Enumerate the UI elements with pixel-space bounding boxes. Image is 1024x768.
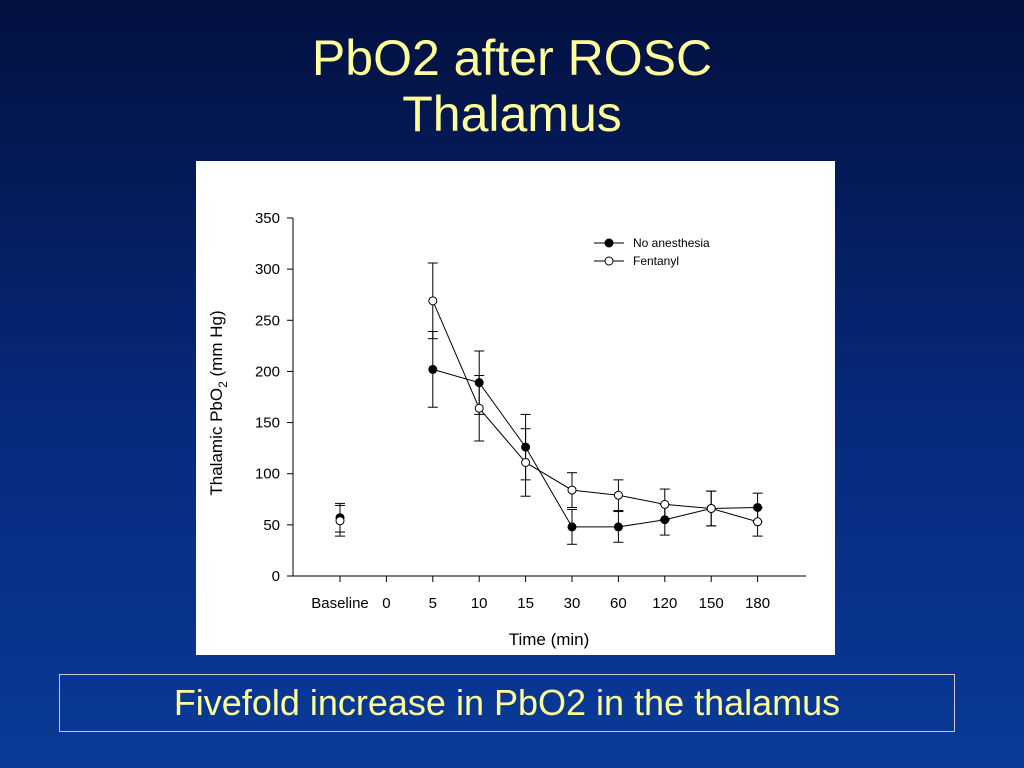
series-fentanyl	[335, 262, 763, 537]
x-tick-label: 15	[517, 595, 534, 612]
x-tick-label: 30	[564, 595, 581, 612]
x-tick-label: 60	[610, 595, 627, 612]
line-chart: 0 50 100 150 200 250 300 350 Baseline 0 5 10 15 30 60 1…	[207, 210, 806, 649]
x-axis-label: Time (min)	[509, 630, 590, 649]
data-point	[753, 517, 763, 527]
y-tick-label: 50	[263, 517, 280, 534]
y-tick-label: 200	[255, 363, 280, 380]
data-point	[428, 296, 438, 306]
series-line	[432, 368, 758, 528]
y-tick-label: 250	[255, 312, 280, 329]
series-line	[432, 300, 758, 523]
y-tick-label: 300	[255, 261, 280, 278]
axes: 0 50 100 150 200 250 300 350 Baseline 0 5 10 15 30 60 1…	[255, 210, 806, 612]
data-point	[660, 499, 670, 509]
slide-title-line-1: PbO2 after ROSC	[311, 30, 713, 86]
caption-box: Fivefold increase in PbO2 in the thalamu…	[59, 674, 955, 732]
legend-marker	[604, 238, 614, 248]
y-axis-label-subscript: 2	[216, 381, 230, 388]
x-tick-label: 10	[471, 595, 488, 612]
data-point	[567, 485, 577, 495]
x-tick-label: 150	[699, 595, 724, 612]
legend-marker	[604, 256, 614, 266]
y-axis-label: Thalamic PbO2 (mm Hg)	[207, 310, 230, 495]
x-tick-label: 120	[652, 595, 677, 612]
data-point	[474, 403, 484, 413]
y-axis-label-main: Thalamic PbO	[207, 388, 226, 496]
data-point	[567, 522, 577, 532]
y-axis-label-unit: (mm Hg)	[207, 310, 226, 381]
data-point	[428, 364, 438, 374]
data-point	[613, 490, 623, 500]
y-tick-label: 150	[255, 415, 280, 432]
x-tick-label: Baseline	[311, 595, 369, 612]
slide-title-line-2: Thalamus	[402, 86, 622, 142]
legend-entry: No anesthesia	[594, 236, 710, 250]
data-point	[706, 503, 716, 513]
caption-text: Fivefold increase in PbO2 in the thalamu…	[173, 682, 841, 723]
legend-label: No anesthesia	[633, 236, 710, 250]
series-no-anesthesia	[335, 331, 763, 545]
y-tick-label: 350	[255, 210, 280, 227]
chart-panel: 0 50 100 150 200 250 300 350 Baseline 0 5 10 15 30 60 1…	[196, 161, 835, 655]
data-point	[613, 522, 623, 532]
legend: No anesthesia Fentanyl	[594, 236, 710, 268]
legend-label: Fentanyl	[633, 254, 679, 268]
legend-entry: Fentanyl	[594, 254, 679, 268]
slide-title: PbO2 after ROSC Thalamus	[0, 30, 1024, 142]
y-tick-label: 100	[255, 466, 280, 483]
data-point	[521, 457, 531, 467]
data-point	[335, 516, 345, 526]
series-group	[335, 262, 763, 545]
x-tick-label: 0	[382, 595, 390, 612]
y-tick-label: 0	[272, 568, 280, 585]
x-tick-label: 5	[429, 595, 437, 612]
x-tick-label: 180	[745, 595, 770, 612]
